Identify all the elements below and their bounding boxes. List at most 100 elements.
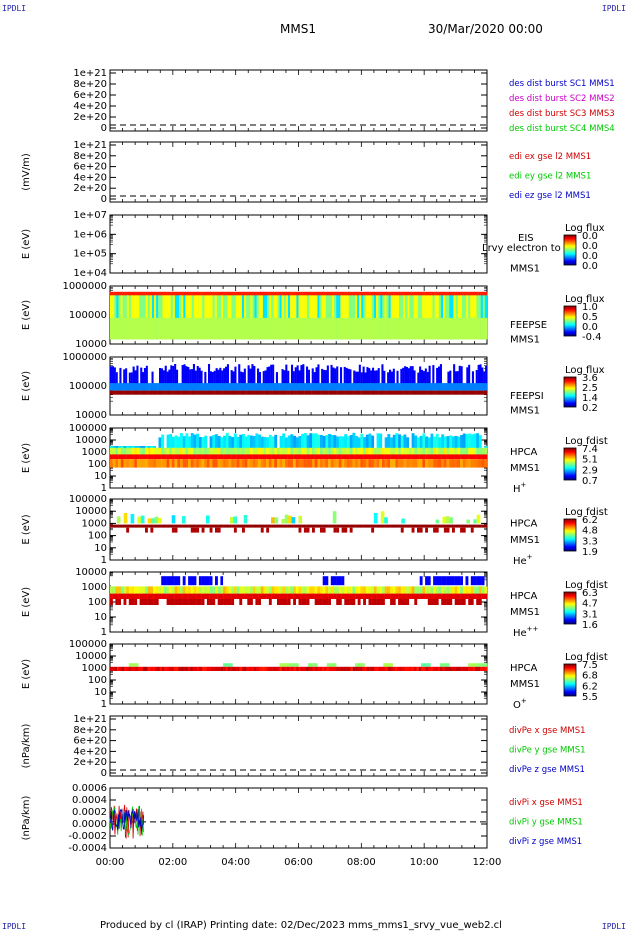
hpca-o-spectrum xyxy=(227,666,231,671)
feepsi-spectrum xyxy=(177,383,180,391)
feepse-spectrum xyxy=(244,291,247,296)
hpca-h-spectrum xyxy=(161,447,165,455)
feepsi-spectrum xyxy=(372,390,375,395)
hpca-h-spectrum xyxy=(266,447,270,455)
hpca-hepp-spectrum xyxy=(384,593,388,599)
hpca-hepp-spectrum xyxy=(252,586,256,594)
feepse-spectrum xyxy=(350,293,354,340)
feepse-spectrum xyxy=(300,293,303,340)
hpca-hepp-spectrum xyxy=(392,599,396,605)
feepsi-spectrum xyxy=(370,370,373,389)
colorbar-tick-label: 0.0 xyxy=(582,261,598,272)
feepsi-spectrum xyxy=(356,390,359,395)
feepsi-spectrum xyxy=(402,383,405,391)
hpca-he-spectrum xyxy=(465,524,469,528)
hpca-o-spectrum xyxy=(303,666,306,671)
hpca-hepp-spectrum xyxy=(228,586,232,594)
hpca-hepp-spectrum xyxy=(446,593,450,599)
feepsi-spectrum xyxy=(396,383,399,391)
hpca-hepp-spectrum xyxy=(215,576,218,586)
feepse-spectrum xyxy=(212,291,215,296)
feepsi-spectrum xyxy=(362,390,365,395)
hpca-he-spectrum xyxy=(481,524,485,528)
feepsi-spectrum xyxy=(475,390,478,395)
hpca-he-spectrum xyxy=(115,524,119,528)
hpca-he-spectrum xyxy=(215,527,218,533)
feepsi-spectrum xyxy=(456,390,459,395)
hpca-he-spectrum xyxy=(427,524,431,528)
feepse-spectrum xyxy=(223,291,226,296)
hpca-hepp-spectrum xyxy=(287,599,291,605)
feepsi-spectrum xyxy=(251,364,254,389)
hpca-h-spectrum xyxy=(400,447,404,455)
hpca-o-spectrum xyxy=(482,666,485,671)
hpca-h-spectrum xyxy=(266,459,270,468)
hpca-hepp-spectrum xyxy=(411,576,415,586)
feepsi-spectrum xyxy=(445,390,448,395)
feepsi-spectrum xyxy=(419,366,422,389)
feepse-spectrum xyxy=(457,317,460,340)
feepsi-spectrum xyxy=(345,383,348,391)
feepsi-spectrum xyxy=(234,390,237,395)
hpca-hepp-spectrum xyxy=(312,593,315,599)
feepse-spectrum xyxy=(476,291,479,296)
hpca-h-spectrum xyxy=(190,459,194,468)
hpca-hepp-spectrum xyxy=(352,576,356,586)
feepsi-spectrum xyxy=(217,369,220,389)
feepse-spectrum xyxy=(133,317,136,340)
y-tick-label: 0.0004 xyxy=(72,795,107,806)
feepse-spectrum xyxy=(216,293,220,340)
feepsi-spectrum xyxy=(451,390,454,395)
feepse-spectrum xyxy=(323,293,326,340)
feepse-spectrum xyxy=(472,317,475,340)
hpca-he-spectrum xyxy=(163,524,167,528)
hpca-h-spectrum xyxy=(215,434,218,449)
feepse-spectrum xyxy=(283,291,287,296)
hpca-hepp-spectrum xyxy=(314,599,318,605)
hpca-h-spectrum xyxy=(449,435,453,449)
hpca-he-spectrum xyxy=(118,524,121,528)
hpca-hepp-spectrum xyxy=(155,586,159,594)
feepsi-spectrum xyxy=(177,390,180,395)
feepse-spectrum xyxy=(315,317,318,340)
hpca-h-spectrum xyxy=(196,454,200,460)
hpca-h-spectrum xyxy=(120,459,124,468)
hpca-hepp-spectrum xyxy=(422,593,426,599)
hpca-hepp-spectrum xyxy=(166,576,170,586)
feepse-spectrum xyxy=(128,293,132,340)
feepse-spectrum xyxy=(265,293,268,340)
hpca-h-spectrum xyxy=(344,434,348,449)
feepse-spectrum xyxy=(258,293,261,340)
hpca-h-spectrum xyxy=(376,454,380,460)
hpca-he-spectrum xyxy=(281,519,286,524)
feepsi-spectrum xyxy=(351,383,354,391)
hpca-o-spectrum xyxy=(239,666,243,671)
hpca-hepp-spectrum xyxy=(174,586,178,594)
colorbar-title: Log fdist xyxy=(565,507,608,518)
hpca-he-spectrum xyxy=(220,524,224,528)
feepse-spectrum xyxy=(110,293,113,340)
feepsi-spectrum xyxy=(240,371,243,389)
hpca-hepp-spectrum xyxy=(112,576,116,586)
hpca-he-spectrum xyxy=(336,527,340,533)
legend-entry: divPe x gse MMS1 xyxy=(509,726,586,736)
hpca-he-spectrum xyxy=(147,524,151,528)
hpca-he-spectrum xyxy=(171,524,175,528)
feepse-spectrum xyxy=(325,317,328,340)
y-tick-label: 100 xyxy=(88,531,107,542)
hpca-h-spectrum xyxy=(322,436,326,449)
feepse-spectrum xyxy=(466,317,469,340)
feepsi-spectrum xyxy=(208,390,211,395)
feepse-spectrum xyxy=(166,317,169,340)
feepsi-spectrum xyxy=(283,383,286,391)
y-axis-label: (nPa/km) xyxy=(21,724,32,769)
feepse-spectrum xyxy=(239,317,243,340)
feepse-spectrum xyxy=(210,291,213,296)
hpca-he-spectrum xyxy=(231,524,235,528)
feepse-spectrum xyxy=(327,291,331,296)
feepse-spectrum xyxy=(200,293,203,340)
feepse-spectrum xyxy=(225,291,228,296)
hpca-o-spectrum xyxy=(291,666,294,671)
hpca-hepp-spectrum xyxy=(196,586,200,594)
feepsi-spectrum xyxy=(413,383,416,391)
